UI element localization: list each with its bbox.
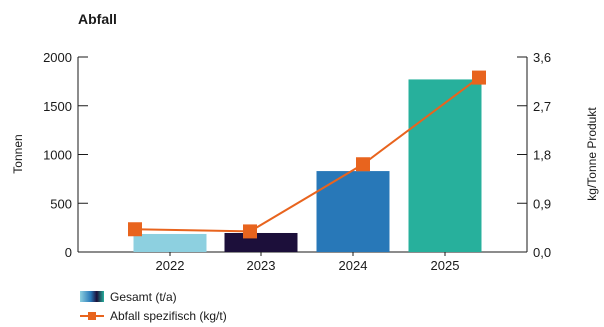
bar-2025 (409, 79, 482, 252)
x-tick-label: 2022 (156, 258, 185, 273)
legend-label-line: Abfall spezifisch (kg/t) (110, 309, 227, 323)
line-point-2023 (243, 224, 257, 238)
line-point-2022 (128, 222, 142, 236)
legend-marker (88, 312, 96, 320)
x-tick-label: 2024 (339, 258, 368, 273)
x-tick-label: 2023 (247, 258, 276, 273)
legend-item-bars: Gesamt (t/a) (80, 290, 177, 304)
right-tick-label: 0,0 (533, 245, 551, 260)
line-point-2024 (356, 157, 370, 171)
left-axis-label: Tonnen (11, 134, 25, 173)
right-tick-label: 2,7 (533, 99, 551, 114)
x-tick-labels: 2022 2023 2024 2025 (156, 252, 460, 273)
line-point-2025 (472, 71, 486, 85)
bar-2022 (134, 234, 207, 252)
right-tick-label: 1,8 (533, 148, 551, 163)
right-tick-label: 3,6 (533, 50, 551, 65)
legend-swatch-bars (80, 291, 104, 302)
bar-2024 (317, 171, 390, 252)
legend: Gesamt (t/a) Abfall spezifisch (kg/t) (80, 290, 227, 323)
chart-title: Abfall (78, 11, 117, 27)
right-tick-labels: 0,0 0,9 1,8 2,7 3,6 (517, 50, 551, 260)
x-tick-label: 2025 (431, 258, 460, 273)
legend-item-line: Abfall spezifisch (kg/t) (80, 309, 227, 323)
left-tick-labels: 0 500 1000 1500 2000 (43, 50, 88, 260)
left-tick-label: 500 (50, 196, 72, 211)
legend-label-bars: Gesamt (t/a) (110, 290, 177, 304)
bar-series (134, 79, 482, 252)
right-tick-label: 0,9 (533, 196, 551, 211)
left-tick-label: 0 (65, 245, 72, 260)
left-tick-label: 1500 (43, 99, 72, 114)
left-tick-label: 1000 (43, 148, 72, 163)
left-tick-label: 2000 (43, 50, 72, 65)
right-axis-label: kg/Tonne Produkt (585, 107, 599, 201)
bar-2023 (225, 233, 298, 252)
